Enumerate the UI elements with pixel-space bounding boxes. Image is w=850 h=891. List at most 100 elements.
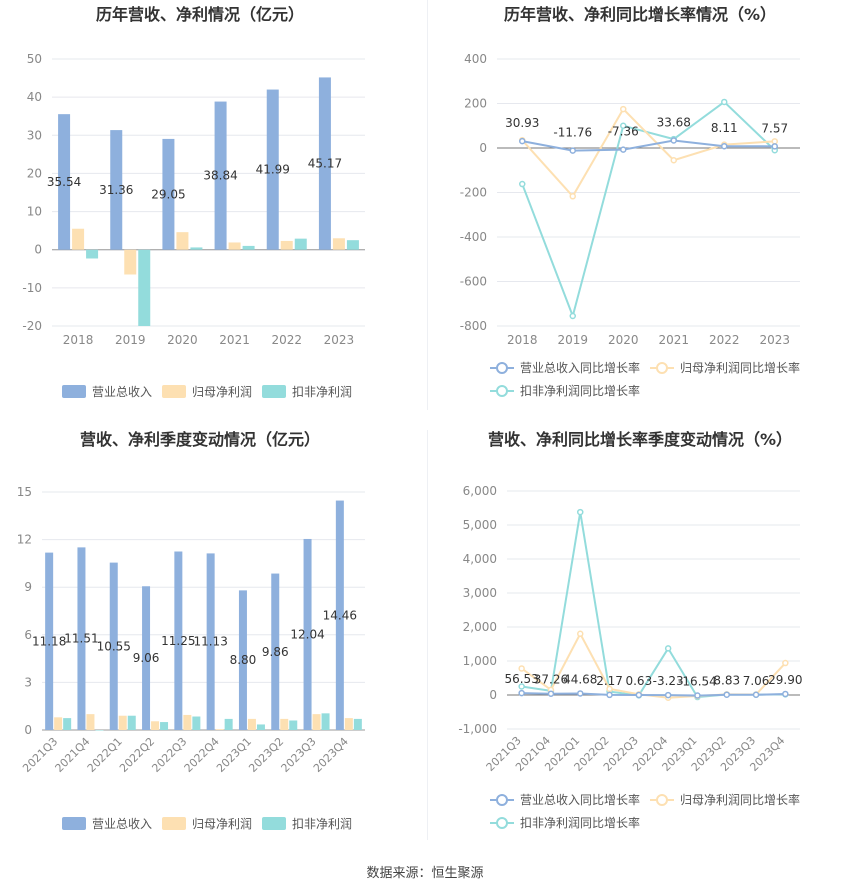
bar bbox=[86, 714, 95, 730]
x-tick-label: 2020 bbox=[608, 333, 639, 347]
x-tick-label: 2023Q3 bbox=[279, 735, 319, 775]
y-tick-label: 0 bbox=[479, 141, 487, 155]
bar-value-label: 35.54 bbox=[47, 175, 81, 189]
annual-revenue-profit-svg: 历年营收、净利情况（亿元） -20 -10 0 10 20 30 40 50 35.54 2018 3… bbox=[22, 5, 365, 399]
data-label: -3.23 bbox=[653, 674, 684, 688]
y-tick-label: 0 bbox=[489, 688, 497, 702]
data-point bbox=[664, 645, 672, 652]
bar bbox=[190, 247, 203, 250]
bar-value-label: 29.05 bbox=[151, 187, 185, 201]
data-label: 33.68 bbox=[657, 116, 691, 130]
y-tick-label: 6,000 bbox=[463, 484, 497, 498]
annual-revenue-profit-chart: 历年营收、净利情况（亿元） -20 -10 0 10 20 30 40 50 35.54 2018 3… bbox=[0, 0, 425, 415]
data-point bbox=[694, 692, 701, 699]
legend-swatch bbox=[262, 817, 286, 830]
y-tick-label: 20 bbox=[27, 166, 42, 180]
bar bbox=[138, 249, 151, 326]
bar bbox=[228, 242, 241, 250]
quarterly-growth-rate-chart: 营收、净利同比增长率季度变动情况（%） -1,000 0 1,000 2,000 3,00… bbox=[425, 425, 850, 855]
data-point bbox=[620, 146, 627, 153]
series-line bbox=[522, 139, 775, 152]
chart-title: 营收、净利同比增长率季度变动情况（%） bbox=[488, 430, 792, 449]
y-tick-label: 40 bbox=[27, 90, 42, 104]
bar bbox=[151, 721, 160, 730]
bar bbox=[247, 718, 256, 730]
series-line bbox=[521, 692, 786, 697]
bar-value-label: 45.17 bbox=[308, 157, 342, 171]
bar bbox=[54, 717, 63, 730]
bar-value-label: 38.84 bbox=[203, 169, 237, 183]
x-tick-label: 2019 bbox=[115, 333, 146, 347]
data-point bbox=[577, 690, 584, 697]
data-point bbox=[569, 147, 576, 154]
y-tick-label: -400 bbox=[460, 230, 487, 244]
data-point bbox=[518, 665, 525, 672]
bar bbox=[45, 552, 54, 730]
x-tick-label: 2022Q3 bbox=[149, 735, 189, 775]
bar bbox=[63, 718, 72, 730]
legend-label: 归母净利润 bbox=[192, 385, 252, 399]
legend-swatch bbox=[62, 817, 86, 830]
legend-label: 营业总收入 bbox=[92, 385, 152, 399]
bar bbox=[58, 114, 71, 250]
bar-value-label: 11.18 bbox=[32, 634, 66, 648]
quarterly-revenue-profit-svg: 营收、净利季度变动情况（亿元） 0 3 6 9 12 15 11.18 2021Q3 11.51 2… bbox=[17, 430, 365, 831]
data-point bbox=[547, 690, 555, 697]
x-tick-label: 2018 bbox=[507, 333, 538, 347]
bar-value-label: 41.99 bbox=[256, 163, 290, 177]
panel-divider bbox=[427, 430, 428, 840]
y-tick-label: 6 bbox=[24, 628, 32, 642]
legend-marker bbox=[656, 794, 668, 806]
y-tick-label: 1,000 bbox=[463, 654, 497, 668]
quarterly-revenue-profit-chart: 营收、净利季度变动情况（亿元） 0 3 6 9 12 15 11.18 2021Q3 11.51 2… bbox=[0, 425, 425, 855]
y-tick-label: 3 bbox=[24, 675, 32, 689]
bar bbox=[86, 249, 99, 259]
bar bbox=[215, 729, 224, 730]
bar bbox=[271, 573, 280, 730]
bar-value-label: 11.25 bbox=[161, 634, 195, 648]
legend-label: 扣非净利润 bbox=[292, 385, 352, 399]
x-tick-label: 2022 bbox=[709, 333, 740, 347]
bar bbox=[318, 77, 331, 250]
x-tick-label: 2023 bbox=[759, 333, 790, 347]
legend-marker bbox=[496, 362, 508, 374]
bar bbox=[280, 240, 293, 250]
legend-marker bbox=[496, 794, 508, 806]
data-label: 8.11 bbox=[711, 121, 738, 135]
bar bbox=[142, 586, 151, 730]
legend-label: 扣非净利润同比增长率 bbox=[520, 383, 640, 398]
chart-title: 营收、净利季度变动情况（亿元） bbox=[80, 430, 320, 449]
bar bbox=[118, 715, 127, 730]
data-label: 56.53 bbox=[504, 672, 538, 686]
legend-label: 归母净利润 bbox=[192, 817, 252, 831]
y-tick-label: -600 bbox=[460, 275, 487, 289]
y-tick-label: 3,000 bbox=[463, 586, 497, 600]
x-tick-label: 2021 bbox=[219, 333, 250, 347]
y-tick-label: -200 bbox=[460, 186, 487, 200]
bar bbox=[289, 720, 298, 730]
legend-swatch bbox=[162, 817, 186, 830]
x-tick-label: 2020 bbox=[167, 333, 198, 347]
chart-title: 历年营收、净利同比增长率情况（%） bbox=[504, 5, 776, 24]
panel-divider bbox=[427, 0, 428, 410]
bar bbox=[95, 730, 104, 731]
bar bbox=[124, 249, 137, 275]
data-point bbox=[664, 691, 672, 699]
legend-label: 归母净利润同比增长率 bbox=[680, 360, 800, 375]
data-point bbox=[569, 312, 576, 320]
legend-marker bbox=[496, 385, 508, 397]
bar bbox=[214, 101, 227, 250]
y-tick-label: 10 bbox=[27, 205, 42, 219]
legend-label: 营业总收入同比增长率 bbox=[520, 360, 640, 375]
bar bbox=[280, 718, 289, 730]
bar bbox=[174, 551, 183, 730]
annual-growth-rate-svg: 历年营收、净利同比增长率情况（%） -800 -600 -400 -200 0 200 400… bbox=[460, 5, 800, 398]
bar bbox=[162, 138, 175, 250]
y-tick-label: 12 bbox=[17, 533, 32, 547]
data-point bbox=[606, 685, 613, 693]
data-point bbox=[721, 142, 728, 150]
x-tick-label: 2023 bbox=[324, 333, 355, 347]
y-tick-label: 5,000 bbox=[463, 518, 497, 532]
data-point bbox=[569, 193, 576, 200]
data-label: 7.06 bbox=[743, 674, 770, 688]
